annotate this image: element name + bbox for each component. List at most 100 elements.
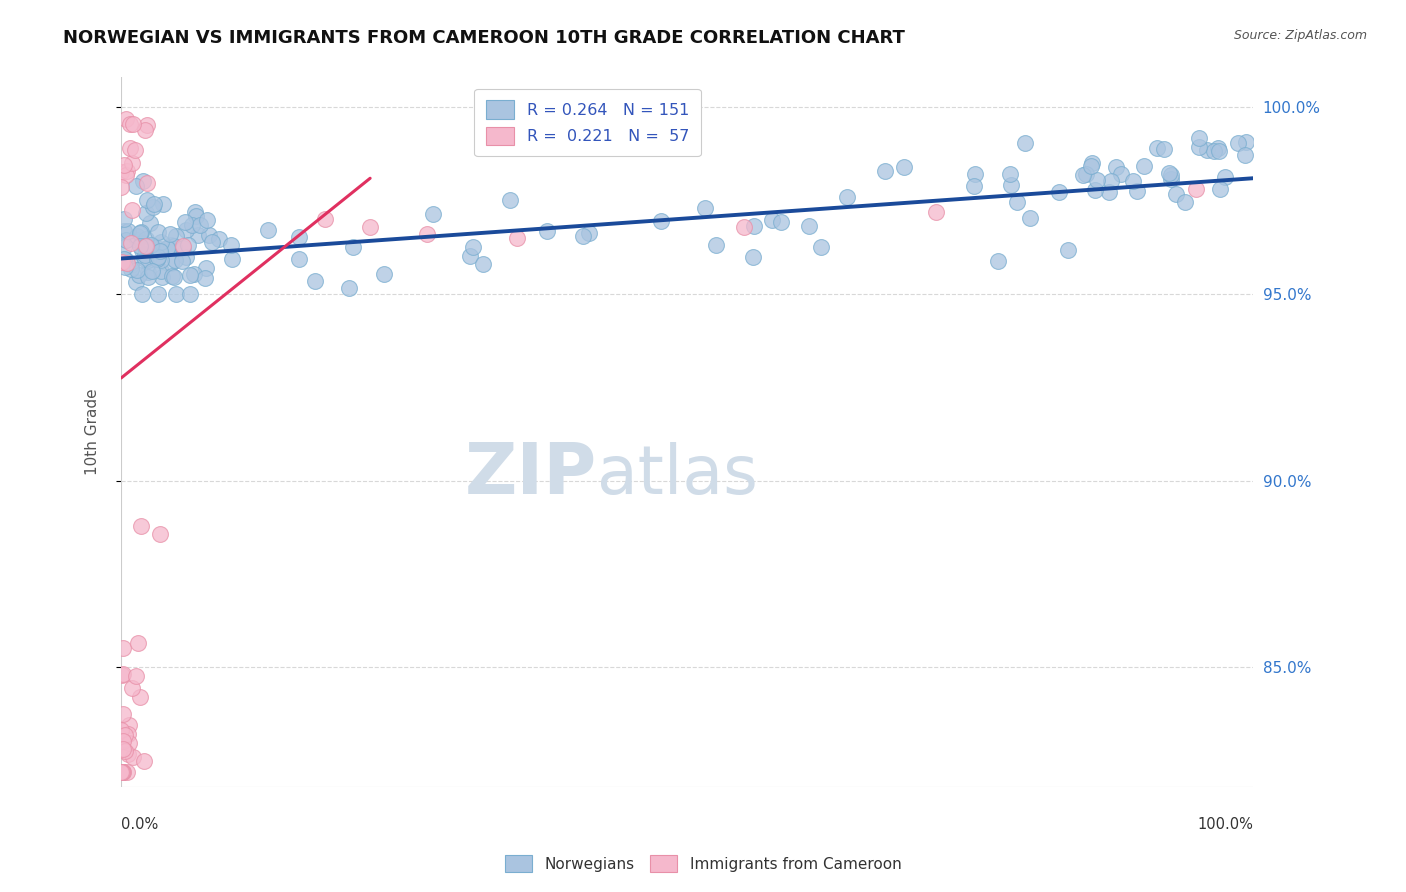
Point (221, 252, 243, 266)
Point (1208, 145, 1230, 159)
Point (125, 233, 148, 247)
Point (159, 227, 181, 242)
Point (1014, 136, 1036, 150)
Point (134, 122, 156, 136)
Point (148, 250, 170, 264)
Point (165, 229, 187, 244)
Point (139, 240, 162, 254)
Point (115, 252, 138, 267)
Point (207, 232, 229, 246)
Point (1197, 143, 1219, 157)
Point (112, 764, 135, 779)
Point (1007, 194, 1029, 209)
Point (136, 265, 159, 279)
Point (195, 212, 218, 227)
Point (136, 118, 159, 132)
Point (134, 238, 156, 252)
Point (118, 736, 141, 750)
Point (1188, 140, 1211, 154)
Point (146, 286, 169, 301)
Point (142, 200, 165, 214)
Point (179, 287, 201, 301)
Point (131, 244, 153, 258)
Point (114, 728, 136, 742)
Point (304, 274, 326, 288)
Point (219, 238, 242, 252)
Point (461, 240, 484, 254)
Point (136, 193, 159, 207)
Point (183, 267, 205, 281)
Point (1074, 167, 1097, 181)
Point (172, 238, 194, 252)
Point (111, 764, 134, 779)
Point (1188, 130, 1211, 145)
Point (125, 263, 148, 277)
Point (186, 209, 208, 223)
Point (422, 207, 444, 221)
Point (141, 264, 163, 278)
Point (998, 167, 1021, 181)
Point (195, 261, 218, 276)
Point (111, 668, 134, 682)
Point (987, 254, 1010, 268)
Point (1125, 184, 1147, 198)
Point (742, 219, 765, 233)
Point (110, 179, 132, 194)
Point (172, 241, 194, 255)
Point (129, 226, 152, 240)
Point (131, 225, 153, 239)
Point (112, 239, 135, 253)
Point (160, 256, 183, 270)
Point (134, 248, 156, 262)
Point (117, 224, 139, 238)
Text: NORWEGIAN VS IMMIGRANTS FROM CAMEROON 10TH GRADE CORRELATION CHART: NORWEGIAN VS IMMIGRANTS FROM CAMEROON 10… (63, 29, 905, 46)
Point (179, 268, 201, 283)
Point (170, 253, 193, 268)
Point (111, 741, 134, 756)
Point (925, 205, 948, 219)
Point (120, 261, 142, 276)
Point (176, 250, 198, 264)
Point (165, 287, 187, 301)
Point (115, 256, 138, 270)
Point (1146, 141, 1168, 155)
Point (769, 214, 792, 228)
Point (187, 228, 209, 243)
Point (112, 252, 135, 266)
Text: 0.0%: 0.0% (121, 817, 159, 832)
Point (342, 240, 364, 254)
Point (693, 201, 716, 215)
Point (135, 232, 157, 246)
Point (1153, 142, 1175, 156)
Point (650, 214, 672, 228)
Point (115, 764, 138, 779)
Point (124, 143, 146, 157)
Point (1019, 211, 1042, 225)
Point (125, 178, 148, 193)
Point (1215, 169, 1237, 184)
Point (111, 255, 134, 269)
Point (198, 228, 221, 243)
Point (1084, 183, 1107, 197)
Point (129, 690, 152, 704)
Point (131, 287, 153, 301)
Point (156, 241, 179, 255)
Point (114, 744, 136, 758)
Point (373, 267, 395, 281)
Point (110, 764, 132, 779)
Point (256, 223, 278, 237)
Point (1185, 182, 1208, 196)
Point (1209, 182, 1232, 196)
Point (165, 253, 187, 268)
Point (114, 212, 136, 227)
Point (112, 158, 135, 172)
Point (110, 764, 132, 779)
Point (111, 667, 134, 681)
Point (149, 253, 172, 268)
Point (148, 225, 170, 239)
Point (1206, 141, 1229, 155)
Point (1080, 160, 1102, 174)
Point (288, 229, 311, 244)
Point (120, 259, 142, 273)
Point (135, 206, 157, 220)
